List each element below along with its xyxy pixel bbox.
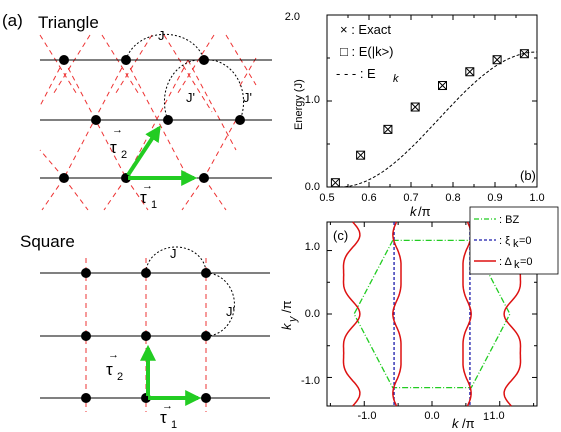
b-ytick-0: 0.0 (305, 181, 320, 193)
b-exact-point (410, 102, 420, 112)
triangle-sites (59, 55, 245, 183)
c-xlabel-k: k (452, 416, 460, 431)
b-ek-line (339, 51, 538, 188)
square-J-label: J (170, 246, 177, 261)
triangle-tau2-sub: 2 (121, 149, 127, 161)
b-exact-point (465, 67, 475, 77)
square-tau2-vec: → (108, 349, 119, 361)
b-variational-point (330, 178, 340, 188)
b-variational-point (492, 55, 502, 65)
panel-b-marks (330, 49, 529, 188)
c-legend-delta-sub: k (514, 259, 520, 271)
panel-b-label: (b) (520, 168, 536, 183)
square-sites (81, 268, 211, 403)
triangle-tau1-label: τ (140, 188, 147, 207)
b-ytick-1: 1.0 (305, 94, 320, 106)
triangle-J-label: J (158, 28, 165, 43)
b-legend-exact: × : Exact (340, 22, 391, 37)
c-delta-line (392, 221, 402, 407)
triangle-Jp-label-2: J' (243, 90, 252, 105)
panel-a-square: Square J J' → τ 2 → τ 1 (20, 232, 270, 431)
c-ytick-1: 0.0 (305, 308, 320, 320)
b-xtick-5: 1.0 (529, 192, 544, 204)
panel-a-label: (a) (2, 11, 23, 30)
b-xlabel-unit: /π (418, 204, 431, 219)
triangle-tau1-sub: 1 (151, 199, 157, 211)
b-xtick-2: 0.7 (403, 192, 418, 204)
b-xlabel-k: k (410, 204, 418, 219)
b-variational-point (465, 67, 475, 77)
c-legend-xi: : ξ (499, 235, 510, 247)
square-title: Square (20, 232, 75, 251)
b-ylabel: Energy (J) (293, 79, 305, 130)
c-legend-delta: : Δ (499, 256, 513, 268)
b-xtick-4: 0.9 (487, 192, 502, 204)
square-tau1-vec: → (162, 400, 173, 412)
b-legend-variational: □ : E(|k>) (340, 44, 394, 59)
b-variational-point (383, 124, 393, 134)
b-xtick-1: 0.6 (361, 192, 376, 204)
panel-c: 1.0 0.0 -1.0 k y /π -1.0 0.0 1.0 k /π 1 … (279, 206, 559, 431)
b-variational-point (410, 102, 420, 112)
b-xtick-0: 0.5 (319, 192, 334, 204)
square-J-arc (145, 246, 207, 274)
c-delta-line (462, 221, 472, 407)
b-legend-ek: - - - : E (336, 66, 376, 81)
c-xlabel-sup: 1 (483, 411, 489, 423)
panel-b: 2.0 1.0 0.0 Energy (J) 0.5 0.6 0.7 0.8 0… (285, 11, 545, 219)
c-legend-xi-tail: =0 (519, 235, 532, 247)
b-exact-point (438, 81, 447, 90)
panel-b-ticks (326, 14, 538, 188)
triangle-tau2-label: τ (110, 138, 117, 157)
square-chains (40, 272, 270, 399)
b-variational-point (356, 150, 366, 160)
b-variational-point (438, 81, 447, 91)
b-ytick-2: 2.0 (285, 11, 300, 23)
panel-a-triangle: (a) Triangle J J' J' (2, 11, 272, 211)
square-Jp-arc (205, 272, 235, 337)
b-exact-point (520, 49, 529, 59)
c-ylabel-unit: /π (279, 300, 294, 313)
triangle-Jp-arc-2 (203, 59, 245, 121)
triangle-Jp-label-1: J' (186, 90, 195, 105)
b-exact-point (383, 125, 393, 134)
triangle-tau2-vec: → (112, 124, 123, 136)
c-xtick-1: 0.0 (424, 410, 439, 422)
c-ytick-0: 1.0 (305, 241, 320, 253)
c-legend-delta-tail: =0 (520, 256, 533, 268)
c-ylabel-sub: y (287, 315, 299, 323)
b-xtick-3: 0.8 (445, 192, 460, 204)
b-exact-point (356, 150, 365, 160)
panel-b-ek-curve (339, 51, 538, 188)
panel-b-frame (326, 14, 538, 188)
c-delta-line (342, 221, 361, 407)
square-tau1-label: τ (160, 408, 167, 427)
panel-c-ticks (327, 222, 537, 406)
b-legend-ek-sub: k (393, 73, 399, 85)
c-xtick-2: 1.0 (489, 410, 504, 422)
b-exact-point (331, 178, 340, 188)
triangle-title: Triangle (38, 13, 99, 32)
c-legend-bz: : BZ (499, 214, 519, 226)
triangle-tau1-vec: → (142, 180, 153, 192)
c-xlabel-unit: /π (462, 416, 475, 431)
triangle-tau2-arrow (126, 125, 161, 177)
c-ylabel-k: k (279, 322, 294, 330)
c-xtick-0: -1.0 (358, 410, 377, 422)
c-ytick-2: -1.0 (301, 375, 320, 387)
triangle-dashed-bonds (39, 34, 257, 211)
square-tau1-sub: 1 (171, 419, 177, 431)
triangle-J-arc (125, 33, 205, 61)
c-legend-xi-sub: k (513, 238, 519, 250)
triangle-Jp-arc-1 (163, 59, 205, 121)
panel-c-label: (c) (333, 228, 348, 243)
b-variational-point (519, 49, 529, 59)
b-exact-point (492, 55, 502, 65)
square-tau2-sub: 2 (117, 371, 123, 383)
square-Jp-label: J' (226, 304, 235, 319)
square-tau2-label: τ (106, 360, 113, 379)
